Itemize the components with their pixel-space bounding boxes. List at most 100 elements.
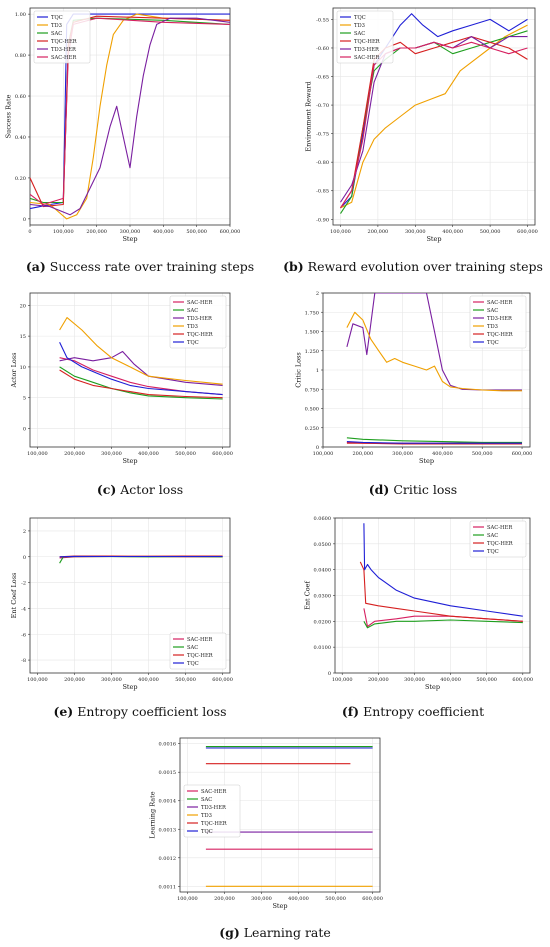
x-tick-label: 200,000: [86, 229, 107, 235]
chart-g-series: [205, 746, 373, 887]
legend-label: SAC-HER: [354, 55, 380, 61]
series-line-tqc-her: [346, 442, 522, 445]
x-axis-label: Step: [122, 235, 137, 243]
y-tick-label: 0.60: [15, 94, 26, 100]
legend-label: SAC-HER: [187, 300, 213, 306]
chart-d-legend: SAC-HER SAC TD3-HER TD3 TQC-HER TQC: [469, 295, 527, 349]
x-tick-label: 300,000: [405, 229, 426, 235]
y-tick-label: 0.0600: [314, 516, 332, 522]
chart-panel-f: 0 0.0100 0.0200 0.0300 0.0400 0.0500 0.0600 100…: [275, 508, 550, 698]
chart-g-svg: 0.0011 0.0012 0.0013 0.0014 0.0015 0.0016 100,…: [149, 737, 383, 910]
legend-label: TQC: [487, 340, 499, 346]
chart-panel-c: 0 5 10 15 20 100,000 200,000 300,000 400,000 500,…: [0, 285, 275, 475]
x-tick-label: 400,000: [138, 451, 159, 457]
series-line-td3: [346, 311, 522, 392]
y-tick-label: -0.65: [316, 75, 329, 81]
legend-label: SAC: [51, 31, 62, 37]
x-tick-label: 100,000: [330, 229, 351, 235]
legend-label: SAC-HER: [51, 55, 77, 61]
x-tick-label: 500,000: [480, 229, 501, 235]
chart-e-legend: SAC-HER SAC TQC-HER TQC: [169, 632, 227, 670]
y-tick-label: 0.500: [305, 407, 319, 413]
y-tick-label: 0.250: [305, 426, 319, 432]
chart-c-axes: 0 5 10 15 20 100,000 200,000 300,000 400,000 500,…: [10, 292, 233, 465]
x-tick-label: 600,000: [512, 451, 533, 457]
chart-d-series: [346, 293, 522, 445]
legend-label: TQC-HER: [354, 39, 381, 45]
y-tick-label: -0.85: [316, 189, 329, 195]
y-axis-label: Environment Reward: [305, 81, 313, 151]
y-tick-label: 0.0200: [314, 619, 332, 625]
legend-label: TQC-HER: [187, 653, 214, 659]
legend-label: TD3: [201, 813, 212, 819]
series-line-sac: [363, 619, 523, 629]
legend-label: SAC-HER: [487, 525, 513, 531]
x-tick-label: 100,000: [27, 451, 48, 457]
y-tick-label: 0.0013: [159, 827, 177, 833]
chart-c-svg: 0 5 10 15 20 100,000 200,000 300,000 400,000 500,…: [10, 292, 233, 465]
chart-a-legend: TQC TD3 SAC TQC-HER TD3-HER SAC-HER: [33, 10, 91, 64]
x-axis-label: Step: [426, 235, 441, 243]
series-line-sac: [59, 555, 223, 564]
legend-label: TQC-HER: [51, 39, 78, 45]
legend-label: SAC-HER: [487, 300, 513, 306]
x-tick-label: 100,000: [313, 451, 334, 457]
x-tick-label: 600,000: [362, 896, 383, 902]
y-axis-label: Success Rate: [4, 94, 12, 138]
y-tick-label: 0.750: [305, 387, 319, 393]
chart-d-svg: 0 0.250 0.500 0.750 1 1.250 1.500 1.750 2 100,000…: [295, 291, 533, 465]
caption-c: (c) Actor loss: [96, 482, 184, 497]
legend-box: [183, 784, 241, 838]
x-tick-label: 300,000: [101, 677, 122, 683]
y-tick-label: 1.750: [305, 310, 319, 316]
legend-label: TD3-HER: [487, 316, 513, 322]
plot-frame: [29, 517, 231, 674]
legend-label: SAC: [354, 31, 365, 37]
x-tick-label: 600,000: [212, 677, 233, 683]
y-tick-label: 0: [23, 555, 26, 561]
legend-label: TQC-HER: [487, 541, 514, 547]
y-axis-label: Ent Coef Loss: [10, 573, 18, 619]
y-tick-label: -2: [21, 581, 26, 587]
x-tick-label: 200,000: [368, 677, 389, 683]
chart-panel-a: 0 0.20 0.40 0.60 0.80 1.00 0 100,000 200,000 300,…: [0, 0, 275, 250]
series-line-sac-her: [340, 41, 528, 209]
x-axis-label: Step: [425, 683, 440, 691]
legend-label: SAC: [201, 797, 212, 803]
series-line-td3-her: [59, 350, 223, 386]
y-tick-label: 0.0014: [159, 799, 177, 805]
y-tick-label: 0: [316, 445, 319, 451]
legend-label: TQC: [187, 340, 199, 346]
x-axis-label: Step: [419, 457, 434, 465]
y-tick-label: -0.55: [316, 17, 329, 23]
chart-e-svg: -8 -6 -4 -2 0 2 100,000 200,000 300,000 400,000 50…: [10, 517, 233, 691]
legend-label: SAC-HER: [187, 637, 213, 643]
x-axis-label: Step: [122, 457, 137, 465]
y-tick-label: 1.250: [305, 349, 319, 355]
x-tick-label: 200,000: [214, 896, 235, 902]
legend-label: TQC-HER: [487, 332, 514, 338]
series-line-sac-her: [59, 357, 223, 396]
y-tick-label: 1.00: [15, 12, 26, 18]
plot-frame: [179, 737, 381, 893]
legend-box: [169, 295, 227, 349]
chart-b-axes: -0.90 -0.85 -0.80 -0.75 -0.70 -0.65 -0.60 -0.55…: [305, 7, 538, 243]
series-line-sac: [346, 437, 522, 443]
x-tick-label: 200,000: [352, 451, 373, 457]
legend-label: TQC: [487, 549, 499, 555]
x-tick-label: 400,000: [440, 677, 461, 683]
chart-d-axes: 0 0.250 0.500 0.750 1 1.250 1.500 1.750 2 100,000…: [295, 291, 533, 465]
y-tick-label: 0.0011: [159, 884, 177, 890]
series-line-tqc: [59, 342, 223, 396]
legend-label: TD3: [487, 324, 498, 330]
chart-b-svg: -0.90 -0.85 -0.80 -0.75 -0.70 -0.65 -0.60 -0.55…: [305, 7, 538, 243]
chart-f-legend: SAC-HER SAC TQC-HER TQC: [469, 520, 527, 558]
y-tick-label: 5: [23, 396, 26, 402]
y-tick-label: 2: [23, 529, 26, 535]
series-line-td3: [340, 24, 528, 209]
caption-e: (e) Entropy coefficient loss: [53, 704, 227, 719]
x-tick-label: 500,000: [476, 677, 497, 683]
x-tick-label: 200,000: [64, 677, 85, 683]
y-tick-label: 0.80: [15, 53, 26, 59]
x-tick-label: 600,000: [212, 451, 233, 457]
